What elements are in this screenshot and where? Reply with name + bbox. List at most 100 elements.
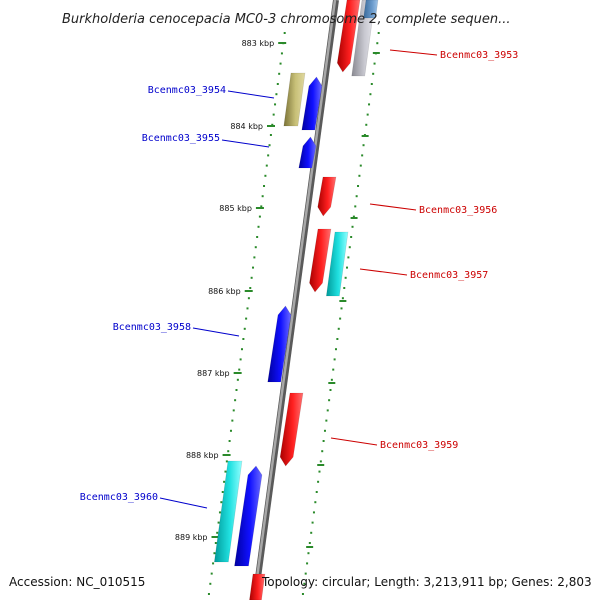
tick-dot bbox=[344, 276, 347, 279]
tick-dot bbox=[339, 317, 342, 320]
left-tick-track bbox=[207, 32, 286, 595]
label-leader-line bbox=[221, 139, 270, 148]
tick-dot bbox=[304, 572, 307, 575]
tick-dot bbox=[323, 429, 326, 432]
gene-3958-feature[interactable] bbox=[267, 305, 292, 383]
gene-3959-feature[interactable] bbox=[279, 392, 304, 467]
tick-label: 886 kbp bbox=[208, 287, 241, 296]
tick-label: 889 kbp bbox=[175, 533, 208, 542]
gene-3954-feature[interactable] bbox=[301, 76, 323, 131]
tick-dot bbox=[347, 256, 350, 259]
scale-ticks: 883 kbp 884 kbp 885 kbp 886 kbp 887 kbp 888 k… bbox=[175, 39, 380, 548]
tick-dot bbox=[234, 399, 237, 402]
tick-dot bbox=[333, 358, 336, 361]
gene-label[interactable]: Bcenmc03_3956 bbox=[419, 205, 497, 216]
tick-dot bbox=[355, 195, 358, 198]
tick-dot bbox=[261, 195, 264, 198]
tick-dot bbox=[303, 582, 306, 585]
gene-3960-rna-feature[interactable] bbox=[214, 460, 243, 563]
tick-dot bbox=[239, 358, 242, 361]
tick-dot bbox=[264, 174, 267, 177]
tick-dot bbox=[311, 521, 314, 524]
gene-3957-rna-feature[interactable] bbox=[326, 231, 349, 297]
tick-dot bbox=[301, 593, 304, 595]
tick-dot bbox=[249, 287, 252, 289]
tick-dot bbox=[258, 215, 261, 218]
tick-dot bbox=[240, 348, 243, 351]
tick-dot bbox=[377, 32, 380, 34]
tick-dot bbox=[317, 480, 320, 483]
tick-dot bbox=[310, 531, 313, 534]
gene-3955-feature[interactable] bbox=[298, 136, 317, 169]
tick-dot bbox=[252, 266, 255, 269]
tick-dot bbox=[307, 552, 310, 555]
tick-label: 887 kbp bbox=[197, 369, 230, 378]
tick-dot bbox=[359, 164, 362, 167]
tick-dot bbox=[272, 113, 275, 116]
gene-label[interactable]: Bcenmc03_3958 bbox=[113, 322, 191, 333]
tick-dot bbox=[366, 113, 369, 116]
tick-dot bbox=[245, 317, 248, 320]
tick-label: 884 kbp bbox=[230, 122, 263, 131]
tick-dot bbox=[362, 144, 365, 147]
tick-dot bbox=[376, 42, 379, 45]
tick-dot bbox=[357, 185, 360, 187]
tick-dot bbox=[322, 440, 325, 442]
tick-dot bbox=[350, 236, 353, 238]
tick-label: 883 kbp bbox=[242, 39, 275, 48]
tick-dot bbox=[343, 287, 346, 289]
gene-label[interactable]: Bcenmc03_3957 bbox=[410, 270, 488, 281]
tick-dot bbox=[235, 389, 238, 391]
tick-dot bbox=[260, 205, 263, 208]
tick-dot bbox=[330, 378, 333, 381]
gene-3954-pseudo-feature[interactable] bbox=[283, 72, 306, 127]
tick-dot bbox=[238, 368, 241, 371]
tick-dot bbox=[274, 103, 277, 106]
tick-dot bbox=[341, 297, 344, 300]
map-title: Burkholderia cenocepacia MC0-3 chromosom… bbox=[62, 12, 510, 27]
gene-label[interactable]: Bcenmc03_3955 bbox=[142, 133, 220, 144]
gene-label[interactable]: Bcenmc03_3960 bbox=[80, 492, 158, 503]
tick-dot bbox=[269, 134, 272, 136]
accession-text: Accession: NC_010515 bbox=[9, 575, 145, 589]
tick-dot bbox=[358, 174, 361, 177]
tick-dot bbox=[275, 93, 278, 96]
gene-3956-feature[interactable] bbox=[317, 176, 337, 217]
tick-dot bbox=[276, 83, 279, 85]
tick-label: 888 kbp bbox=[186, 451, 219, 460]
tick-dot bbox=[263, 185, 266, 187]
gene-labels[interactable]: Bcenmc03_3953 Bcenmc03_3954 Bcenmc03_3955 B… bbox=[80, 49, 519, 509]
tick-dot bbox=[218, 511, 221, 514]
tick-dot bbox=[337, 327, 340, 330]
gene-bottom-feature[interactable] bbox=[249, 573, 266, 600]
tick-dot bbox=[210, 572, 213, 575]
tick-dot bbox=[348, 246, 351, 249]
gene-3953-feature[interactable] bbox=[336, 0, 361, 73]
tick-dot bbox=[312, 511, 315, 514]
tick-dot bbox=[257, 225, 260, 228]
gene-3957-feature[interactable] bbox=[309, 228, 332, 293]
tick-dot bbox=[328, 399, 331, 402]
tick-dot bbox=[278, 72, 281, 75]
tick-dot bbox=[325, 419, 328, 422]
tick-dot bbox=[354, 205, 357, 208]
gene-other-feature[interactable] bbox=[351, 0, 376, 77]
label-leader-line bbox=[359, 268, 408, 276]
tick-dot bbox=[372, 72, 375, 75]
gene-features[interactable] bbox=[214, 0, 379, 600]
tick-dot bbox=[361, 154, 364, 157]
label-leader-line bbox=[389, 49, 438, 56]
tick-dot bbox=[221, 491, 224, 493]
tick-dot bbox=[268, 144, 271, 147]
tick-dot bbox=[242, 338, 245, 340]
tick-dot bbox=[369, 93, 372, 96]
tick-dot bbox=[373, 62, 376, 65]
tick-dot bbox=[352, 215, 355, 218]
gene-steel-feature[interactable] bbox=[363, 0, 379, 19]
label-leader-line bbox=[330, 437, 378, 446]
gene-3960-feature[interactable] bbox=[234, 465, 263, 567]
tick-dot bbox=[216, 531, 219, 534]
gene-label[interactable]: Bcenmc03_3954 bbox=[148, 85, 226, 96]
gene-label[interactable]: Bcenmc03_3953 bbox=[440, 50, 518, 61]
gene-label[interactable]: Bcenmc03_3959 bbox=[380, 440, 458, 451]
